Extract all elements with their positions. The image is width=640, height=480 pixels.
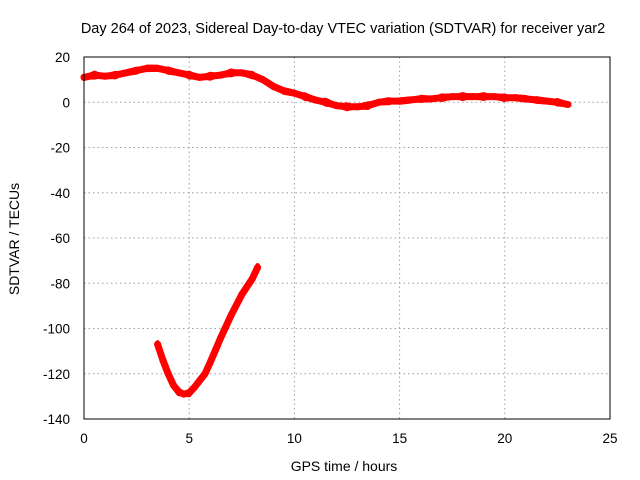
data-point — [448, 93, 456, 101]
data-point — [190, 383, 198, 391]
data-point — [122, 69, 130, 77]
chart-title: Day 264 of 2023, Sidereal Day-to-day VTE… — [81, 21, 605, 37]
data-point — [354, 103, 362, 111]
series-layer — [80, 64, 572, 398]
data-point — [396, 97, 404, 105]
data-point — [480, 93, 488, 101]
data-point — [185, 389, 193, 397]
x-tick-label: 10 — [287, 431, 302, 446]
data-point — [201, 370, 209, 378]
grid — [84, 57, 610, 419]
x-tick-label: 5 — [185, 431, 193, 446]
data-point — [522, 95, 530, 103]
y-tick-labels: -140 -120 -100 -80 -60 -40 -20 0 20 — [43, 50, 70, 427]
data-point — [322, 98, 330, 106]
x-tick-label: 25 — [602, 431, 617, 446]
y-tick-label: -100 — [43, 322, 70, 337]
data-point — [175, 69, 183, 77]
data-point — [301, 93, 309, 101]
data-point — [154, 340, 162, 348]
data-point — [543, 97, 551, 105]
data-point — [375, 98, 383, 106]
data-point — [196, 73, 204, 81]
data-point — [180, 390, 188, 398]
data-point — [169, 381, 177, 389]
data-point — [385, 97, 393, 105]
data-point — [364, 102, 372, 110]
data-point — [280, 87, 288, 95]
y-tick-label: -20 — [50, 141, 70, 156]
y-tick-label: -40 — [50, 186, 70, 201]
series-main — [80, 64, 572, 112]
data-point — [259, 76, 267, 84]
data-point — [164, 370, 172, 378]
data-point — [564, 101, 572, 109]
y-tick-label: -140 — [43, 412, 70, 427]
data-point — [248, 71, 256, 79]
x-tick-labels: 0 5 10 15 20 25 — [80, 431, 617, 446]
data-point — [343, 103, 351, 111]
data-point — [154, 64, 162, 72]
data-point — [469, 93, 477, 101]
data-point — [238, 291, 246, 299]
data-point — [406, 96, 414, 104]
data-point — [227, 69, 235, 77]
data-point — [217, 334, 225, 342]
data-point — [175, 388, 183, 396]
data-point — [238, 69, 246, 77]
data-point — [553, 98, 561, 106]
y-axis-label: SDTVAR / TECUs — [6, 183, 22, 295]
data-point — [143, 64, 151, 72]
x-tick-label: 0 — [80, 431, 88, 446]
data-point — [490, 93, 498, 101]
data-point — [501, 94, 509, 102]
x-axis-label: GPS time / hours — [291, 458, 398, 474]
data-point — [206, 358, 214, 366]
data-point — [511, 94, 519, 102]
data-point — [248, 275, 256, 283]
data-point — [417, 95, 425, 103]
data-point — [196, 377, 204, 385]
data-point — [438, 94, 446, 102]
data-point — [332, 102, 340, 110]
data-point — [532, 96, 540, 104]
data-point — [290, 89, 298, 97]
y-tick-label: 20 — [55, 50, 70, 65]
data-point — [269, 82, 277, 90]
data-point — [164, 67, 172, 75]
plot-frame — [83, 56, 611, 420]
x-tick-label: 20 — [497, 431, 512, 446]
y-tick-label: -80 — [50, 276, 70, 291]
data-point — [133, 67, 141, 75]
y-tick-label: 0 — [62, 95, 70, 110]
data-point — [217, 71, 225, 79]
data-point — [101, 72, 109, 80]
series-dip — [154, 263, 262, 398]
y-tick-label: -120 — [43, 367, 70, 382]
data-point — [254, 263, 262, 271]
data-point — [311, 96, 319, 104]
data-point — [227, 311, 235, 319]
data-point — [159, 356, 167, 364]
data-point — [91, 71, 99, 79]
data-point — [427, 95, 435, 103]
x-tick-label: 15 — [392, 431, 407, 446]
data-point — [185, 71, 193, 79]
y-tick-label: -60 — [50, 231, 70, 246]
data-point — [112, 71, 120, 79]
data-point — [459, 93, 467, 101]
data-point — [206, 72, 214, 80]
